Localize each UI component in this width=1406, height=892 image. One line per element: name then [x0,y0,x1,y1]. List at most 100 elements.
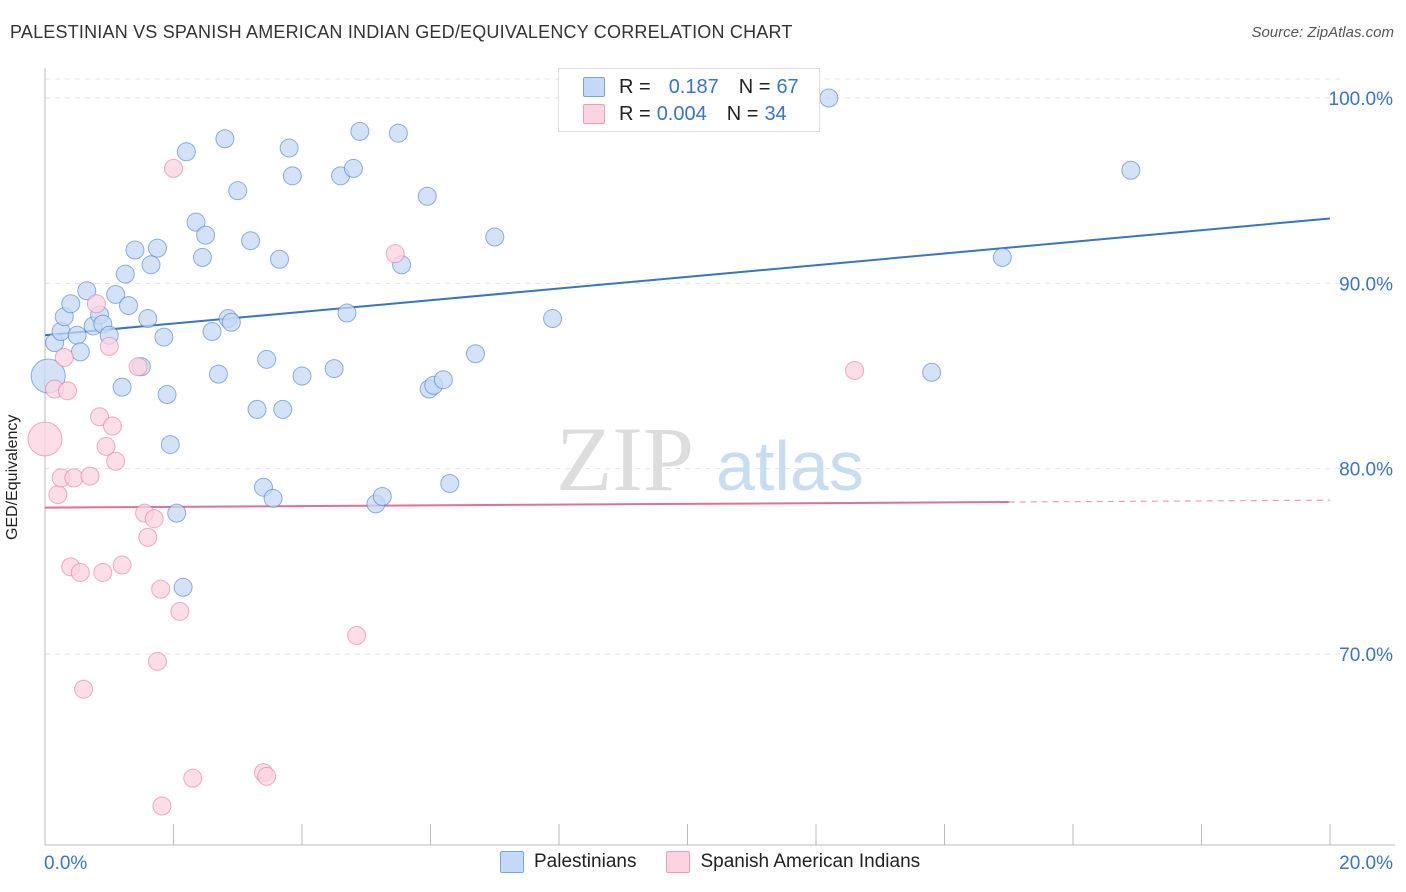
point-spanish-american-indians [93,562,113,582]
legend-item-palestinians[interactable]: Palestinians [500,851,636,873]
tick-labels: 70.0% 80.0% 90.0% 100.0% 0.0% 20.0% [44,89,1393,874]
point-spanish-american-indians [86,294,106,314]
point-palestinians [543,309,563,329]
point-palestinians [417,186,437,206]
point-palestinians [154,327,174,347]
point-spanish-american-indians [170,601,190,621]
point-palestinians [202,322,222,342]
point-spanish-american-indians [48,485,68,505]
y-tick-label: 100.0% [1329,89,1394,110]
point-palestinians [282,166,302,186]
point-palestinians [119,296,139,316]
trendline-palestinians [44,217,1331,337]
point-spanish-american-indians [347,625,367,645]
trendline-spanish-american-indians-extension [1008,499,1331,503]
point-palestinians [324,359,344,379]
point-spanish-american-indians [102,416,122,436]
point-palestinians [1121,160,1141,180]
point-palestinians [433,370,453,390]
watermark-atlas: atlas [716,427,864,505]
point-palestinians [922,362,942,382]
legend-label-palestinians: Palestinians [534,851,637,872]
point-palestinians [176,142,196,162]
point-palestinians [465,344,485,364]
point-palestinians [196,225,216,245]
point-palestinians [70,342,90,362]
point-palestinians [350,121,370,141]
point-spanish-american-indians [128,357,148,377]
point-palestinians [263,488,283,508]
point-palestinians [221,312,241,332]
point-palestinians [273,399,293,419]
point-spanish-american-indians [90,407,110,427]
legend-label-spanish-american-indians: Spanish American Indians [700,851,921,872]
legend-r-value: 0.187 [668,75,719,98]
data-points [27,88,1141,816]
point-palestinians [67,325,87,345]
legend-swatch-palestinians [500,851,524,873]
point-palestinians [388,123,408,143]
point-palestinians [157,385,177,405]
point-palestinians [186,212,206,232]
point-palestinians [192,247,212,267]
point-spanish-american-indians [80,466,100,486]
point-palestinians [167,503,187,523]
point-spanish-american-indians [164,158,183,178]
legend-n-label: N = [738,75,771,98]
point-palestinians [241,231,261,251]
point-spanish-american-indians [152,796,172,816]
point-palestinians [106,284,126,304]
point-palestinians [257,349,277,369]
watermark: ZIP atlas [556,408,864,510]
y-tick-label: 80.0% [1339,460,1393,481]
point-palestinians [292,366,312,386]
legend-swatch-spanish-american-indians [666,851,691,873]
stats-legend: R = 0.187 N = 67 R = 0.004 N = 34 [558,68,820,132]
point-palestinians [228,181,248,201]
point-palestinians [337,303,357,323]
legend-item-spanish-american-indians[interactable]: Spanish American Indians [666,851,920,873]
y-tick-label: 90.0% [1339,274,1393,295]
point-palestinians [279,138,299,158]
legend-r-label: R = [619,102,651,125]
series-legend: Palestinians Spanish American Indians [500,851,950,873]
point-palestinians [173,577,193,597]
point-spanish-american-indians [96,436,116,456]
point-palestinians [270,249,290,269]
legend-n-value: 34 [764,102,787,125]
point-spanish-american-indians [57,381,77,401]
point-spanish-american-indians [99,336,119,356]
legend-swatch-spanish-american-indians [583,104,605,124]
point-spanish-american-indians [183,768,203,788]
point-palestinians [125,240,145,260]
point-spanish-american-indians [70,562,90,582]
point-spanish-american-indians [147,651,167,671]
point-spanish-american-indians [27,421,63,457]
point-spanish-american-indians [112,555,132,575]
legend-row-palestinians: R = 0.187 N = 67 [583,73,799,101]
y-tick-label: 70.0% [1339,645,1393,666]
point-palestinians [819,88,839,108]
x-tick-label-max: 20.0% [1339,853,1393,874]
point-spanish-american-indians [845,360,865,380]
point-spanish-american-indians [106,451,126,471]
point-palestinians [208,364,228,384]
chart-title: PALESTINIAN VS SPANISH AMERICAN INDIAN G… [10,22,793,42]
point-palestinians [247,399,267,419]
point-palestinians [372,486,392,506]
point-spanish-american-indians [257,766,277,786]
point-palestinians [485,227,505,247]
legend-r-label: R = [619,75,651,98]
point-spanish-american-indians [151,579,171,599]
watermark-zip: ZIP [556,408,694,510]
point-spanish-american-indians [385,244,405,264]
point-palestinians [61,294,81,314]
point-palestinians [343,158,363,178]
point-palestinians [112,377,132,397]
point-spanish-american-indians [138,527,158,547]
legend-n-label: N = [726,102,759,125]
legend-swatch-palestinians [583,77,605,97]
trend-lines [44,217,1331,509]
x-tick-label-min: 0.0% [44,853,87,874]
